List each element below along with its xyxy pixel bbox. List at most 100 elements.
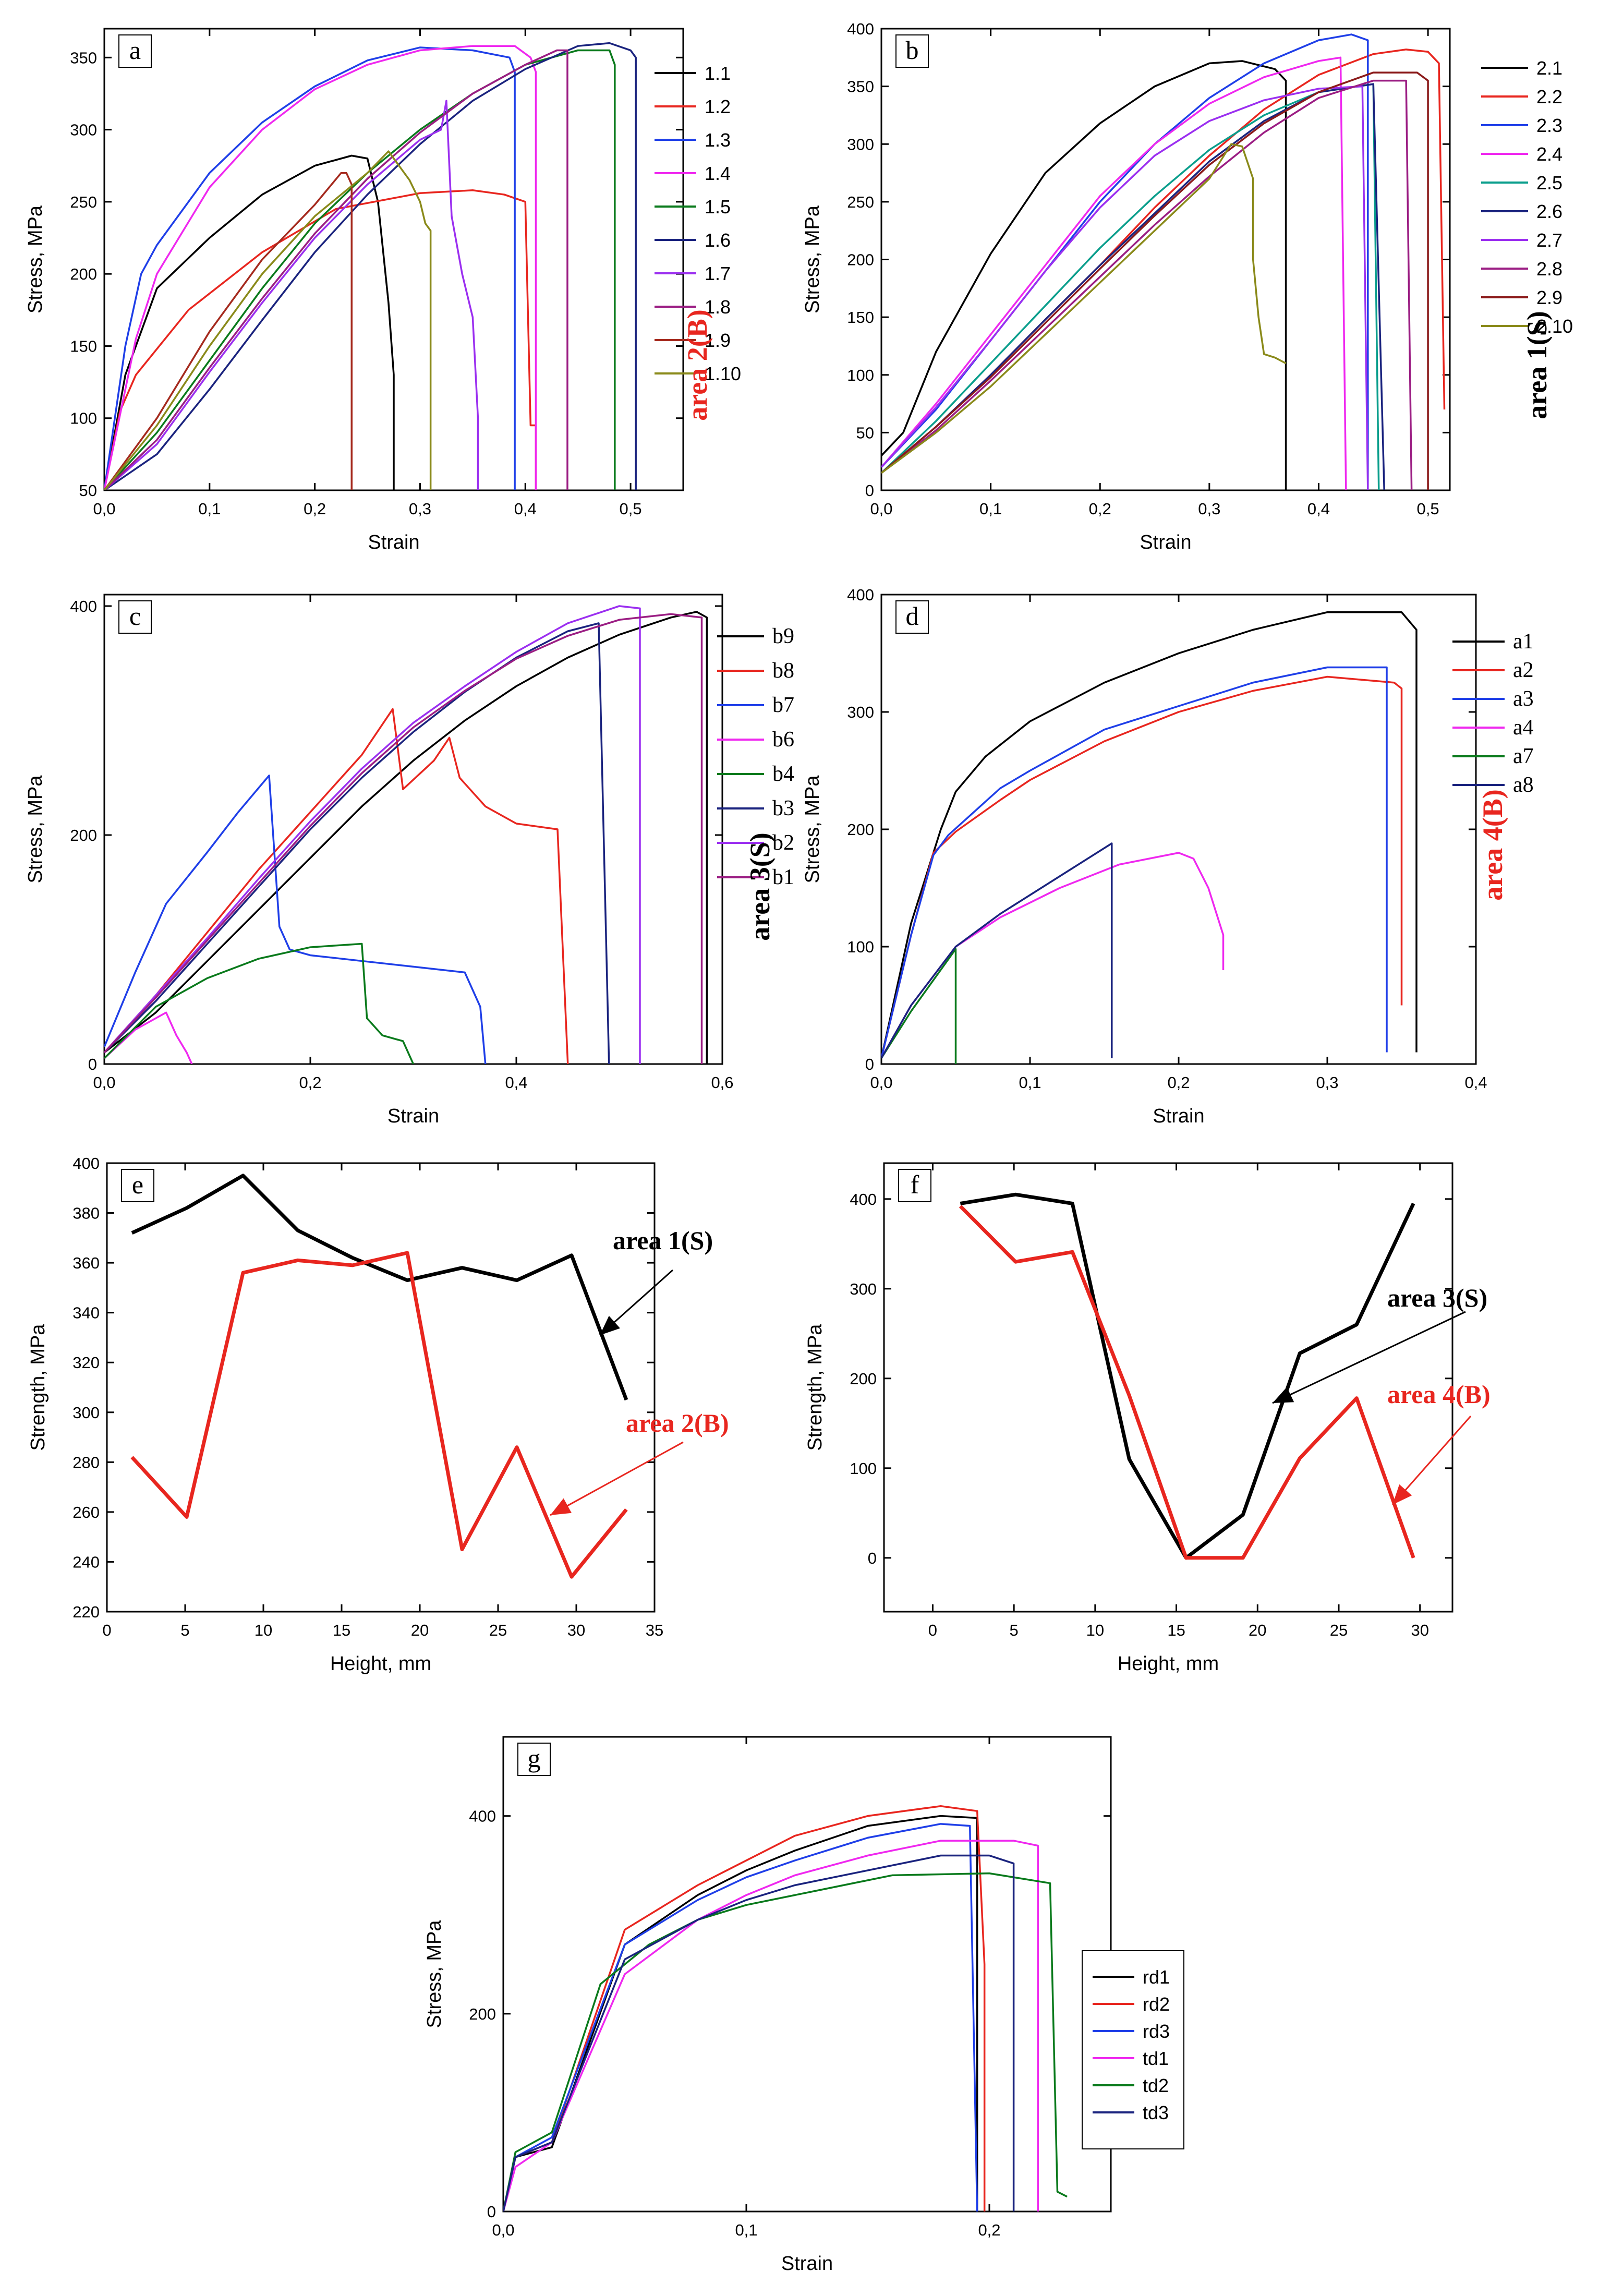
x-tick-label: 15: [333, 1621, 350, 1639]
legend-label-b9: b9: [772, 624, 794, 648]
x-axis-label: Strain: [781, 2253, 833, 2275]
panel-letter: a: [129, 35, 141, 65]
legend-label-a8: a8: [1513, 773, 1534, 797]
series-line-a7: [881, 948, 957, 1064]
y-tick-label: 200: [847, 820, 874, 839]
panel-letter-box: [121, 1169, 154, 1202]
panel-c: c 0,0 0,2 0,4 0,6 0 200 400 Strain Stress, MPa b9 b…: [25, 594, 794, 1127]
legend-label-b7: b7: [772, 693, 794, 717]
x-tick-label: 10: [255, 1621, 272, 1639]
y-tick-label: 400: [847, 586, 874, 604]
series-line-2.9: [881, 71, 1429, 490]
x-tick-label: 5: [180, 1621, 189, 1639]
plot-frame: [883, 1162, 1453, 1613]
legend-label-b8: b8: [772, 659, 794, 683]
annotation-arrow: [1272, 1311, 1466, 1404]
x-tick-label: 30: [1411, 1621, 1428, 1639]
legend-label-a4: a4: [1513, 716, 1534, 740]
legend-label-rd2: rd2: [1143, 1993, 1170, 2015]
x-tick-label: 20: [411, 1621, 429, 1639]
y-tick-label: 100: [70, 409, 97, 428]
series-line-1.5: [104, 49, 616, 490]
series-line-td1: [503, 1840, 1039, 2212]
y-axis-label: Stress, MPa: [25, 205, 46, 313]
series-line-a8: [881, 842, 1113, 1059]
series-line-b8: [104, 708, 569, 1064]
legend-label-1.2: 1.2: [705, 96, 731, 117]
series-line-b2: [104, 605, 641, 1064]
x-tick-label: 0,0: [492, 2221, 514, 2239]
panel-letter: b: [906, 35, 919, 65]
legend-label-b1: b1: [772, 865, 794, 889]
series-line-a2: [881, 675, 1403, 1059]
x-tick-label: 0,4: [1307, 500, 1330, 518]
annotation-label: area 1(S): [613, 1226, 713, 1255]
annotation-arrowhead: [600, 1315, 621, 1335]
legend-label-b3: b3: [772, 796, 794, 820]
series-line-2.1: [881, 60, 1287, 490]
series-line-1.6: [104, 42, 637, 490]
panel-letter: g: [528, 1744, 541, 1773]
legend-label-b2: b2: [772, 831, 794, 855]
y-axis-label: Stress, MPa: [423, 1920, 445, 2028]
y-tick-label: 200: [847, 251, 874, 269]
series-line-b1: [104, 613, 703, 1064]
series-line-2.5: [881, 83, 1380, 490]
y-tick-label: 400: [70, 597, 97, 615]
x-tick-label: 25: [1330, 1621, 1348, 1639]
series-line-a1: [881, 611, 1418, 1059]
annotation-arrow: [550, 1441, 684, 1516]
series-line-td2: [503, 1872, 1068, 2212]
panel-letter-box: [898, 1169, 931, 1202]
legend-label-1.1: 1.1: [705, 63, 731, 84]
panel-e: e 0 5 10 15 20 25 30 35 220 240 260 280 300 320 340 360 3…: [27, 1154, 663, 1675]
x-tick-label: 0,5: [620, 500, 642, 518]
y-tick-label: 150: [847, 308, 874, 327]
annotation-label: area 2(B): [626, 1408, 729, 1437]
y-tick-label: 300: [72, 1404, 100, 1422]
y-tick-label: 200: [70, 826, 97, 844]
y-tick-label: 50: [856, 424, 874, 442]
x-axis-label: Strain: [1140, 531, 1191, 553]
y-tick-label: 350: [70, 49, 97, 67]
x-axis-label: Strain: [1153, 1105, 1204, 1127]
y-tick-label: 300: [850, 1280, 877, 1298]
legend-label-b4: b4: [772, 762, 794, 786]
y-tick-label: 100: [847, 938, 874, 956]
y-tick-label: 240: [72, 1553, 100, 1571]
series-line-1.9: [104, 172, 353, 490]
x-tick-label: 0,2: [304, 500, 326, 518]
x-tick-label: 0,0: [870, 1073, 892, 1092]
plot-frame: [106, 1162, 656, 1613]
series-line-td3: [503, 1854, 1015, 2212]
legend-label-td2: td2: [1143, 2075, 1169, 2096]
legend-label-2.1: 2.1: [1536, 57, 1562, 79]
y-tick-label: 400: [72, 1154, 100, 1173]
series-line-b7: [104, 775, 487, 1064]
y-tick-label: 260: [72, 1503, 100, 1521]
x-tick-label: 0,0: [93, 500, 115, 518]
series-line-2.6: [881, 83, 1385, 490]
x-tick-label: 0,0: [870, 500, 892, 518]
series-line-1.7: [104, 100, 479, 490]
legend-label-2.6: 2.6: [1536, 201, 1562, 222]
x-tick-label: 0: [928, 1621, 937, 1639]
series-line-2.7: [881, 85, 1369, 490]
x-tick-label: 20: [1249, 1621, 1266, 1639]
panel-letter-box: [895, 600, 929, 634]
panel-a: a 0,0 0,1 0,2 0,3 0,4 0,5 50 100 150 200 250 300 350 S…: [25, 28, 741, 553]
x-tick-label: 0,5: [1417, 500, 1439, 518]
y-axis-label: Stress, MPa: [802, 205, 823, 313]
panel-d: d 0,0 0,1 0,2 0,3 0,4 0 100 200 300 400 Strain Stres…: [802, 586, 1534, 1127]
y-tick-label: 0: [868, 1549, 877, 1567]
x-tick-label: 0,2: [299, 1073, 321, 1092]
plot-frame: [502, 1736, 1112, 2213]
annotation-label: area 4(B): [1387, 1380, 1491, 1409]
y-axis-label: Strength, MPa: [27, 1324, 49, 1451]
x-tick-label: 5: [1010, 1621, 1019, 1639]
x-tick-label: 0,0: [93, 1073, 115, 1092]
annotation-arrowhead: [1273, 1387, 1294, 1403]
series-line-1.1: [104, 154, 395, 490]
y-tick-label: 200: [850, 1370, 877, 1388]
